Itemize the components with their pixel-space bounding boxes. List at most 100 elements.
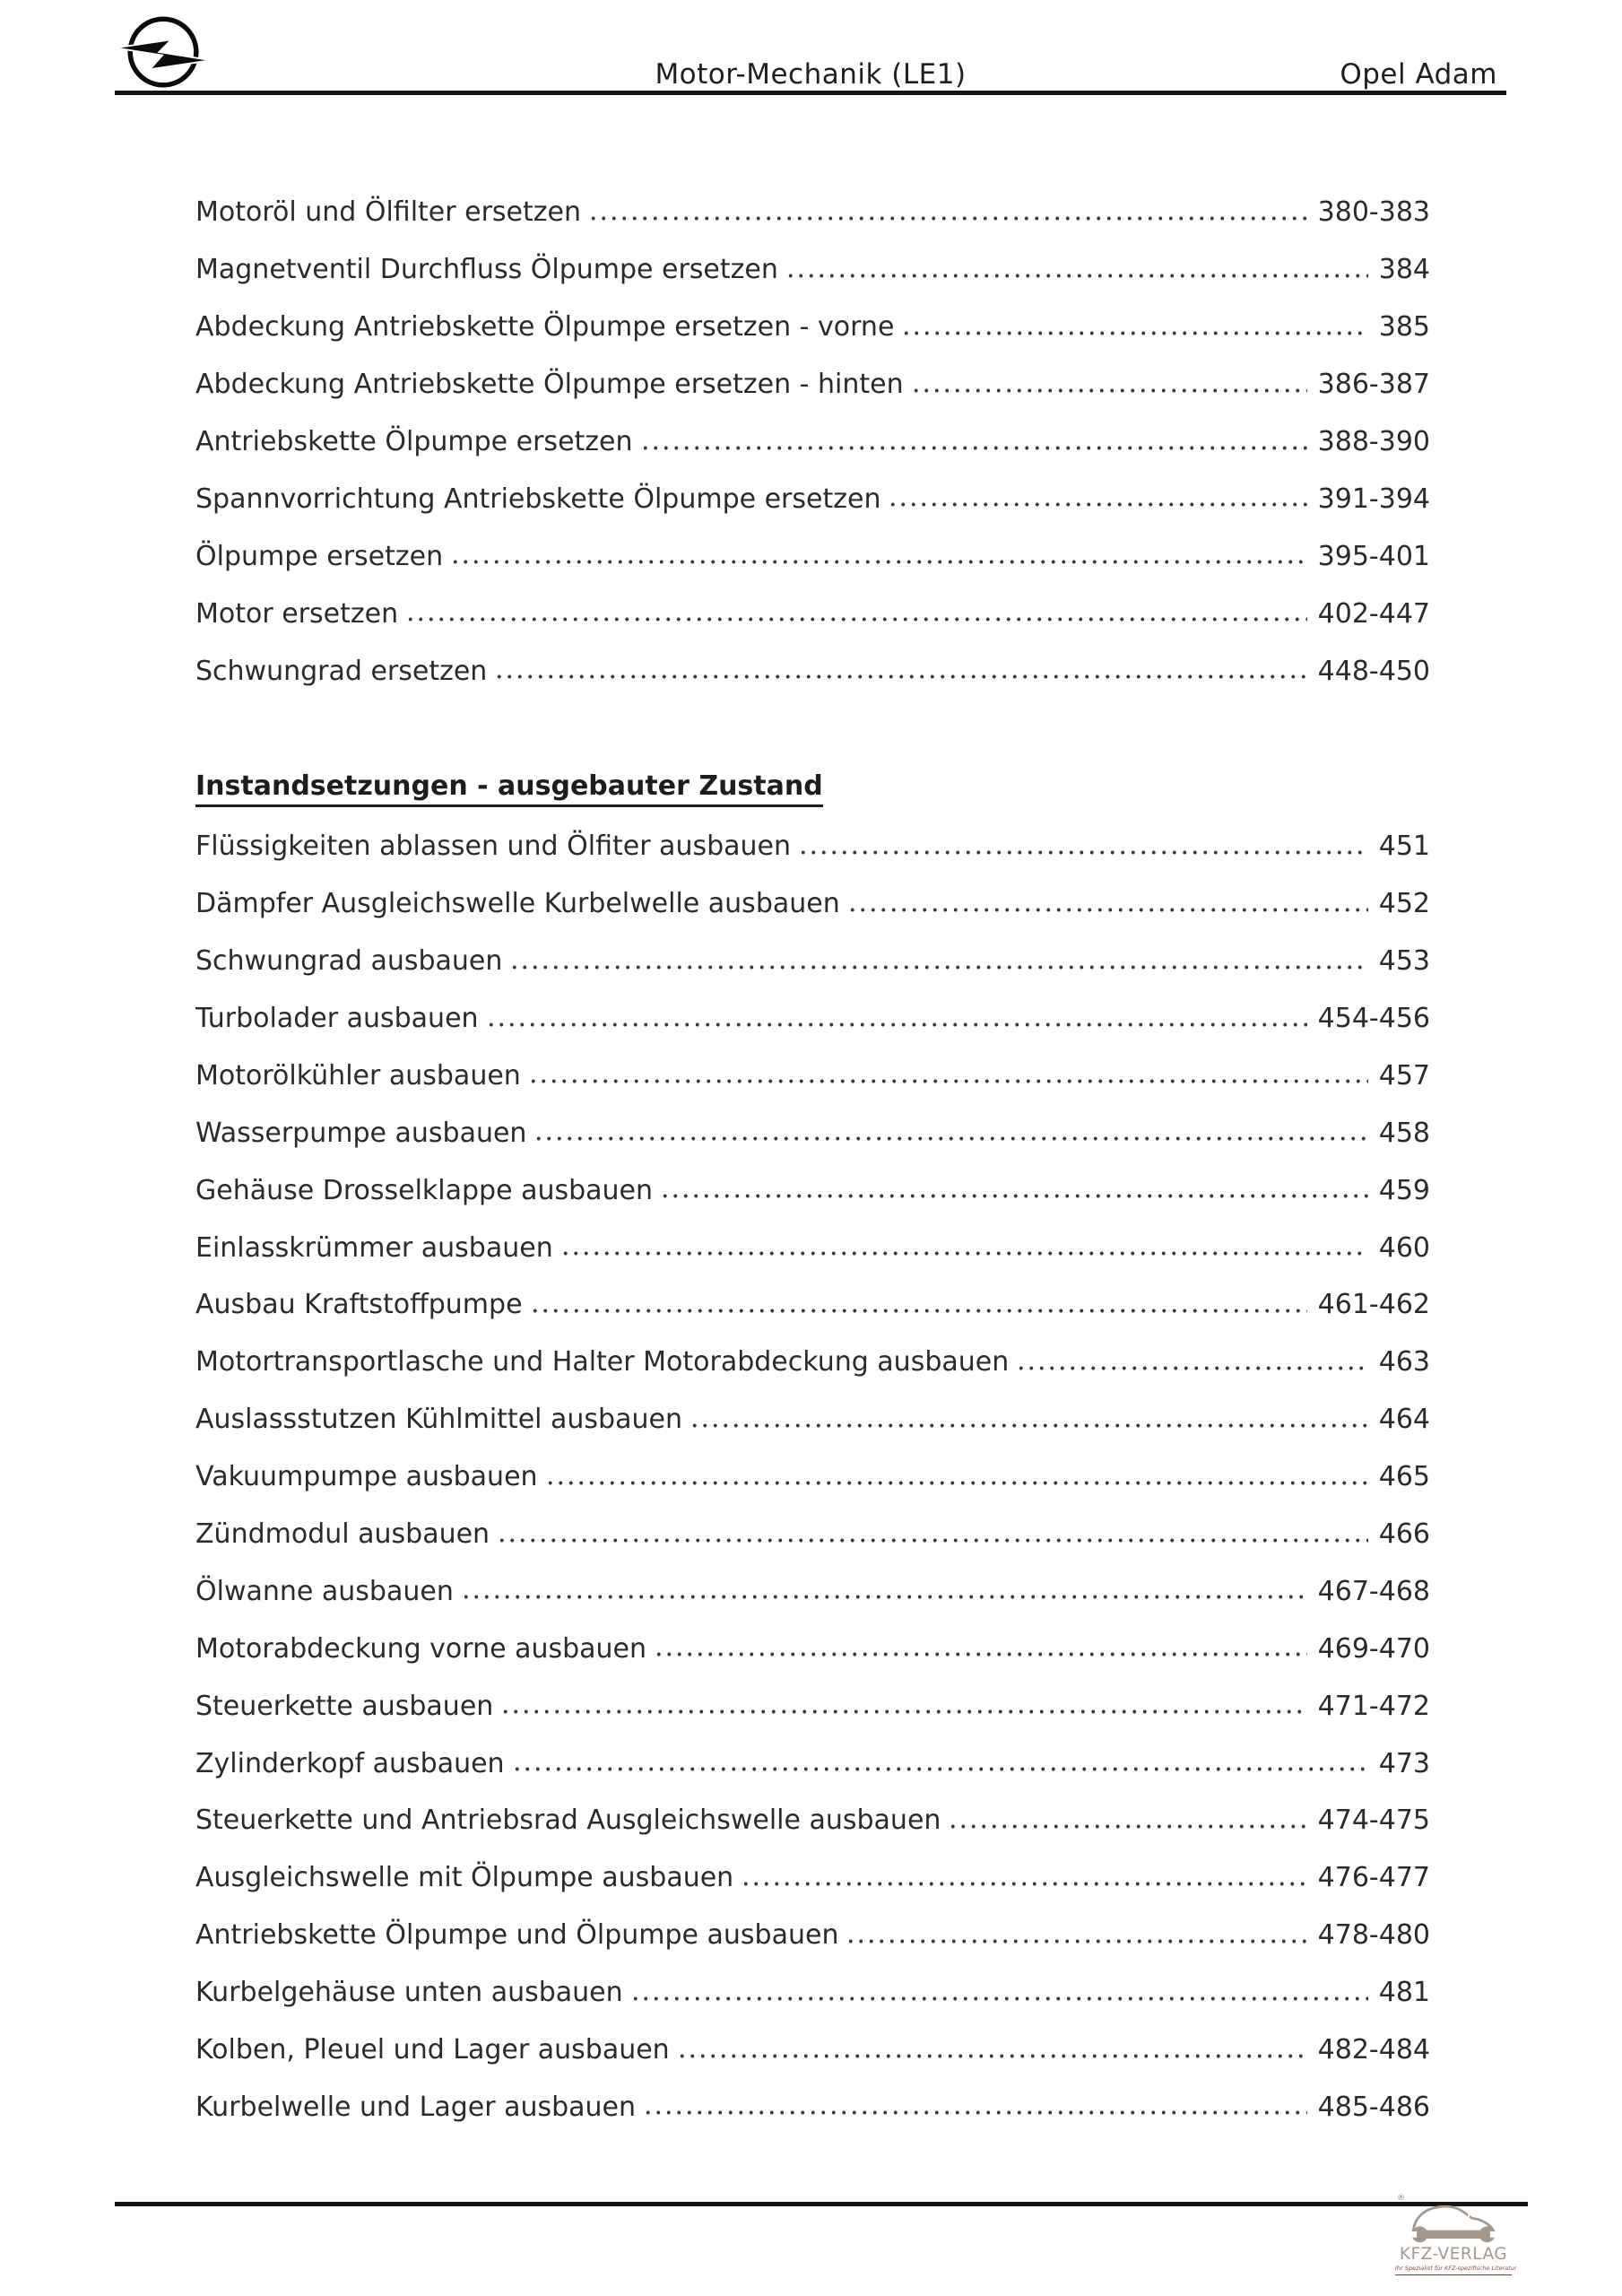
dot-leader xyxy=(629,1979,1368,2006)
toc-entry-title: Ausbau Kraftstoffpumpe xyxy=(195,1289,523,1321)
toc-entry-title: Auslassstutzen Kühlmittel ausbauen xyxy=(195,1404,682,1436)
toc-entry-pages: 466 xyxy=(1378,1518,1430,1551)
dot-leader xyxy=(948,1806,1307,1834)
toc-entry-pages: 476-477 xyxy=(1317,1862,1430,1894)
dot-leader xyxy=(1016,1348,1368,1376)
toc-entry-title: Abdeckung Antriebskette Ölpumpe ersetzen… xyxy=(195,311,895,344)
toc-entry: Kurbelgehäuse unten ausbauen 481 xyxy=(195,1964,1430,2022)
toc-entry: Abdeckung Antriebskette Ölpumpe ersetzen… xyxy=(195,299,1430,356)
toc-entry-pages: 478-480 xyxy=(1317,1919,1430,1952)
toc-entry: Kurbelwelle und Lager ausbauen 485-486 xyxy=(195,2079,1430,2136)
toc-entry: Einlasskrümmer ausbauen 460 xyxy=(195,1219,1430,1276)
toc-entry-title: Vakuumpumpe ausbauen xyxy=(195,1461,538,1493)
toc-entry-title: Kolben, Pleuel und Lager ausbauen xyxy=(195,2034,670,2066)
dot-leader xyxy=(500,1692,1307,1720)
toc-entry: Schwungrad ersetzen 448-450 xyxy=(195,642,1430,700)
dot-leader xyxy=(405,600,1307,628)
toc-entry: Abdeckung Antriebskette Ölpumpe ersetzen… xyxy=(195,356,1430,413)
toc-entry-pages: 395-401 xyxy=(1317,540,1430,572)
dot-leader xyxy=(846,1921,1307,1949)
dot-leader xyxy=(741,1864,1307,1892)
toc-entry: Dämpfer Ausgleichswelle Kurbelwelle ausb… xyxy=(195,875,1430,933)
footer-rule xyxy=(115,2202,1528,2206)
toc-entry-title: Schwungrad ausbauen xyxy=(195,945,503,978)
toc-entry-pages: 464 xyxy=(1378,1404,1430,1436)
toc-entry-pages: 473 xyxy=(1378,1747,1430,1779)
toc-entry-pages: 459 xyxy=(1378,1174,1430,1206)
toc-entry-title: Motor ersetzen xyxy=(195,597,399,630)
toc-entry-title: Turbolader ausbauen xyxy=(195,1003,479,1035)
toc-entry-title: Antriebskette Ölpumpe ersetzen xyxy=(195,426,633,457)
toc-entry-title: Antriebskette Ölpumpe und Ölpumpe ausbau… xyxy=(195,1919,839,1952)
toc-section-heading: Instandsetzungen - ausgebauter Zustand xyxy=(195,761,1430,818)
toc-entry: Steuerkette ausbauen 471-472 xyxy=(195,1677,1430,1735)
dot-leader xyxy=(660,1177,1368,1205)
toc-entry-title: Zylinderkopf ausbauen xyxy=(195,1747,505,1779)
toc-entry: Antriebskette Ölpumpe ersetzen 388-390 xyxy=(195,413,1430,471)
toc-entry-title: Steuerkette und Antriebsrad Ausgleichswe… xyxy=(195,1805,941,1837)
toc-entry: Zündmodul ausbauen 466 xyxy=(195,1506,1430,1563)
header-document-title: Motor-Mechanik (LE1) xyxy=(655,58,967,91)
toc-entry-pages: 474-475 xyxy=(1317,1805,1430,1837)
toc-entry: Steuerkette und Antriebsrad Ausgleichswe… xyxy=(195,1792,1430,1849)
opel-blitz-icon xyxy=(115,16,212,88)
car-wrench-icon xyxy=(1407,2205,1500,2243)
page-header: Motor-Mechanik (LE1) Opel Adam xyxy=(115,49,1506,91)
toc-entry-pages: 465 xyxy=(1378,1461,1430,1493)
dot-leader xyxy=(676,2036,1307,2064)
toc-entry-pages: 460 xyxy=(1378,1231,1430,1264)
toc-entry: Ausbau Kraftstoffpumpe 461-462 xyxy=(195,1276,1430,1334)
toc-entry-title: Wasserpumpe ausbauen xyxy=(195,1117,527,1149)
toc-section-heading-text: Instandsetzungen - ausgebauter Zustand xyxy=(195,770,823,808)
toc-entry-pages: 386-387 xyxy=(1317,369,1430,401)
toc-entry-title: Ölwanne ausbauen xyxy=(195,1575,454,1607)
header-vehicle-title: Opel Adam xyxy=(1340,58,1497,91)
toc-entry: Motorabdeckung vorne ausbauen 469-470 xyxy=(195,1620,1430,1677)
dot-leader xyxy=(639,428,1307,456)
dot-leader xyxy=(654,1635,1307,1663)
toc-entry-pages: 469-470 xyxy=(1317,1632,1430,1665)
dot-leader xyxy=(910,370,1307,398)
toc-entry: Wasserpumpe ausbauen 458 xyxy=(195,1104,1430,1161)
dot-leader xyxy=(527,1062,1368,1090)
toc-entry-title: Motoröl und Ölfilter ersetzen xyxy=(195,196,581,229)
toc-entry: Ölpumpe ersetzen 395-401 xyxy=(195,527,1430,585)
kfz-verlag-logo: ® KFZ-VERLAG Ihr Spezialist für KFZ-spez… xyxy=(1395,2192,1517,2275)
toc-entry-title: Schwungrad ersetzen xyxy=(195,655,488,687)
toc-entry: Flüssigkeiten ablassen und Ölfiter ausba… xyxy=(195,818,1430,875)
toc-entry: Kolben, Pleuel und Lager ausbauen 482-484 xyxy=(195,2022,1430,2079)
toc-entry: Turbolader ausbauen 454-456 xyxy=(195,990,1430,1048)
toc-entry-title: Zündmodul ausbauen xyxy=(195,1518,490,1551)
registered-trademark-icon: ® xyxy=(1397,2194,1405,2203)
toc-entry: Zylinderkopf ausbauen 473 xyxy=(195,1735,1430,1792)
dot-leader xyxy=(689,1405,1368,1433)
toc-entry-pages: 482-484 xyxy=(1317,2034,1430,2066)
toc-entry-title: Flüssigkeiten ablassen und Ölfiter ausba… xyxy=(195,831,791,863)
toc-entry: Schwungrad ausbauen 453 xyxy=(195,933,1430,990)
toc-entry-title: Einlasskrümmer ausbauen xyxy=(195,1231,553,1264)
toc-entry: Motor ersetzen 402-447 xyxy=(195,585,1430,642)
toc-entry-title: Steuerkette ausbauen xyxy=(195,1690,494,1722)
dot-leader xyxy=(509,947,1368,975)
toc-entry-title: Ölpumpe ersetzen xyxy=(195,540,444,572)
toc-entry-pages: 461-462 xyxy=(1317,1289,1430,1321)
toc-entry: Antriebskette Ölpumpe und Ölpumpe ausbau… xyxy=(195,1907,1430,1964)
toc-entry-pages: 453 xyxy=(1378,945,1430,978)
toc-entry-pages: 467-468 xyxy=(1317,1575,1430,1607)
toc-entry: Spannvorrichtung Antriebskette Ölpumpe e… xyxy=(195,470,1430,527)
toc-entry-pages: 457 xyxy=(1378,1059,1430,1091)
toc-entry-pages: 452 xyxy=(1378,888,1430,920)
toc-entry-pages: 402-447 xyxy=(1317,597,1430,630)
toc-entry-title: Dämpfer Ausgleichswelle Kurbelwelle ausb… xyxy=(195,888,840,920)
dot-leader xyxy=(798,832,1368,860)
toc-entry-pages: 385 xyxy=(1378,311,1430,344)
dot-leader xyxy=(785,256,1368,283)
dot-leader xyxy=(588,198,1307,226)
dot-leader xyxy=(559,1234,1368,1262)
publisher-name: KFZ-VERLAG xyxy=(1399,2245,1508,2264)
toc-entry-title: Kurbelwelle und Lager ausbauen xyxy=(195,2091,637,2123)
publisher-tagline: Ihr Spezialist für KFZ-spezifische Liter… xyxy=(1395,2265,1517,2275)
dot-leader xyxy=(888,485,1307,513)
toc-entry-pages: 384 xyxy=(1378,254,1430,286)
